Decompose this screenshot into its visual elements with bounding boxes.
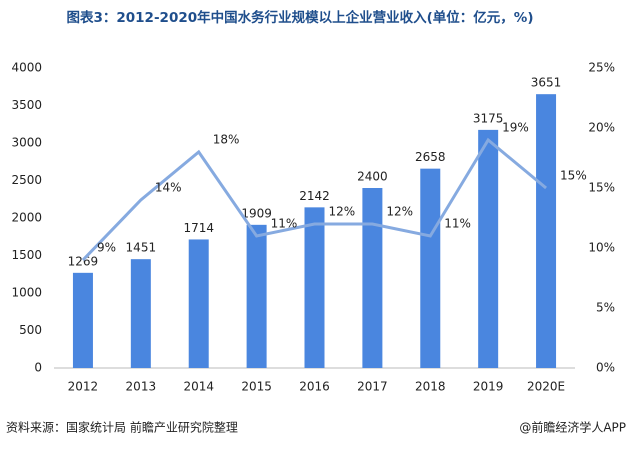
bar-value-label: 2400 bbox=[357, 170, 388, 184]
bar-value-label: 1269 bbox=[68, 254, 99, 268]
bar bbox=[72, 272, 93, 368]
bar bbox=[362, 188, 383, 368]
bar-value-label: 2658 bbox=[415, 150, 446, 164]
y-tick-label: 3000 bbox=[11, 136, 42, 150]
bar-value-label: 3651 bbox=[531, 76, 562, 90]
line-value-label: 19% bbox=[502, 121, 529, 135]
y-tick-label: 2500 bbox=[11, 173, 42, 187]
x-tick-label: 2012 bbox=[68, 380, 99, 394]
y-tick-label: 4000 bbox=[11, 61, 42, 75]
y-tick-label: 2000 bbox=[11, 211, 42, 225]
bar-value-label: 3175 bbox=[473, 111, 504, 125]
x-tick-label: 2019 bbox=[473, 380, 504, 394]
y2-tick-label: 10% bbox=[588, 241, 615, 255]
bar bbox=[536, 94, 557, 369]
bar bbox=[420, 168, 441, 368]
bar-value-label: 1714 bbox=[183, 221, 214, 235]
growth-line bbox=[81, 137, 548, 262]
y2-tick-label: 25% bbox=[588, 61, 615, 75]
chart-title: 图表3：2012-2020年中国水务行业规模以上企业营业收入(单位：亿元，%) bbox=[66, 9, 533, 26]
x-tick-label: 2018 bbox=[415, 380, 446, 394]
bar bbox=[188, 239, 209, 368]
y-tick-label: 500 bbox=[19, 323, 42, 337]
x-tick-label: 2013 bbox=[126, 380, 157, 394]
x-tick-label: 2017 bbox=[357, 380, 388, 394]
bar bbox=[130, 259, 151, 368]
x-tick-label: 2020E bbox=[527, 380, 565, 394]
y-tick-label: 3500 bbox=[11, 98, 42, 112]
bar bbox=[246, 224, 267, 368]
y2-tick-label: 0% bbox=[596, 361, 615, 375]
line-value-label: 18% bbox=[213, 133, 240, 147]
y2-tick-label: 5% bbox=[596, 301, 615, 315]
x-tick-label: 2016 bbox=[299, 380, 330, 394]
bar bbox=[478, 129, 499, 368]
credit: @前瞻经济学人APP bbox=[519, 420, 626, 435]
bar-value-label: 2142 bbox=[299, 189, 330, 203]
y2-tick-label: 15% bbox=[588, 181, 615, 195]
line-value-label: 11% bbox=[444, 217, 471, 231]
y-tick-label: 0 bbox=[34, 361, 42, 375]
line-value-label: 12% bbox=[386, 205, 413, 219]
y-tick-label: 1000 bbox=[11, 286, 42, 300]
bar bbox=[304, 207, 325, 368]
x-tick-label: 2014 bbox=[183, 380, 214, 394]
source: 资料来源：国家统计局 前瞻产业研究院整理 bbox=[6, 420, 238, 435]
line-value-label: 14% bbox=[155, 181, 182, 195]
y2-tick-label: 20% bbox=[588, 121, 615, 135]
line-value-label: 15% bbox=[560, 169, 587, 183]
x-tick-label: 2015 bbox=[241, 380, 272, 394]
bar-value-label: 1451 bbox=[126, 241, 157, 255]
bar-value-label: 1909 bbox=[241, 206, 272, 220]
line-value-label: 12% bbox=[329, 205, 356, 219]
line-value-label: 11% bbox=[271, 217, 298, 231]
line-value-label: 9% bbox=[97, 241, 116, 255]
y-tick-label: 1500 bbox=[11, 248, 42, 262]
